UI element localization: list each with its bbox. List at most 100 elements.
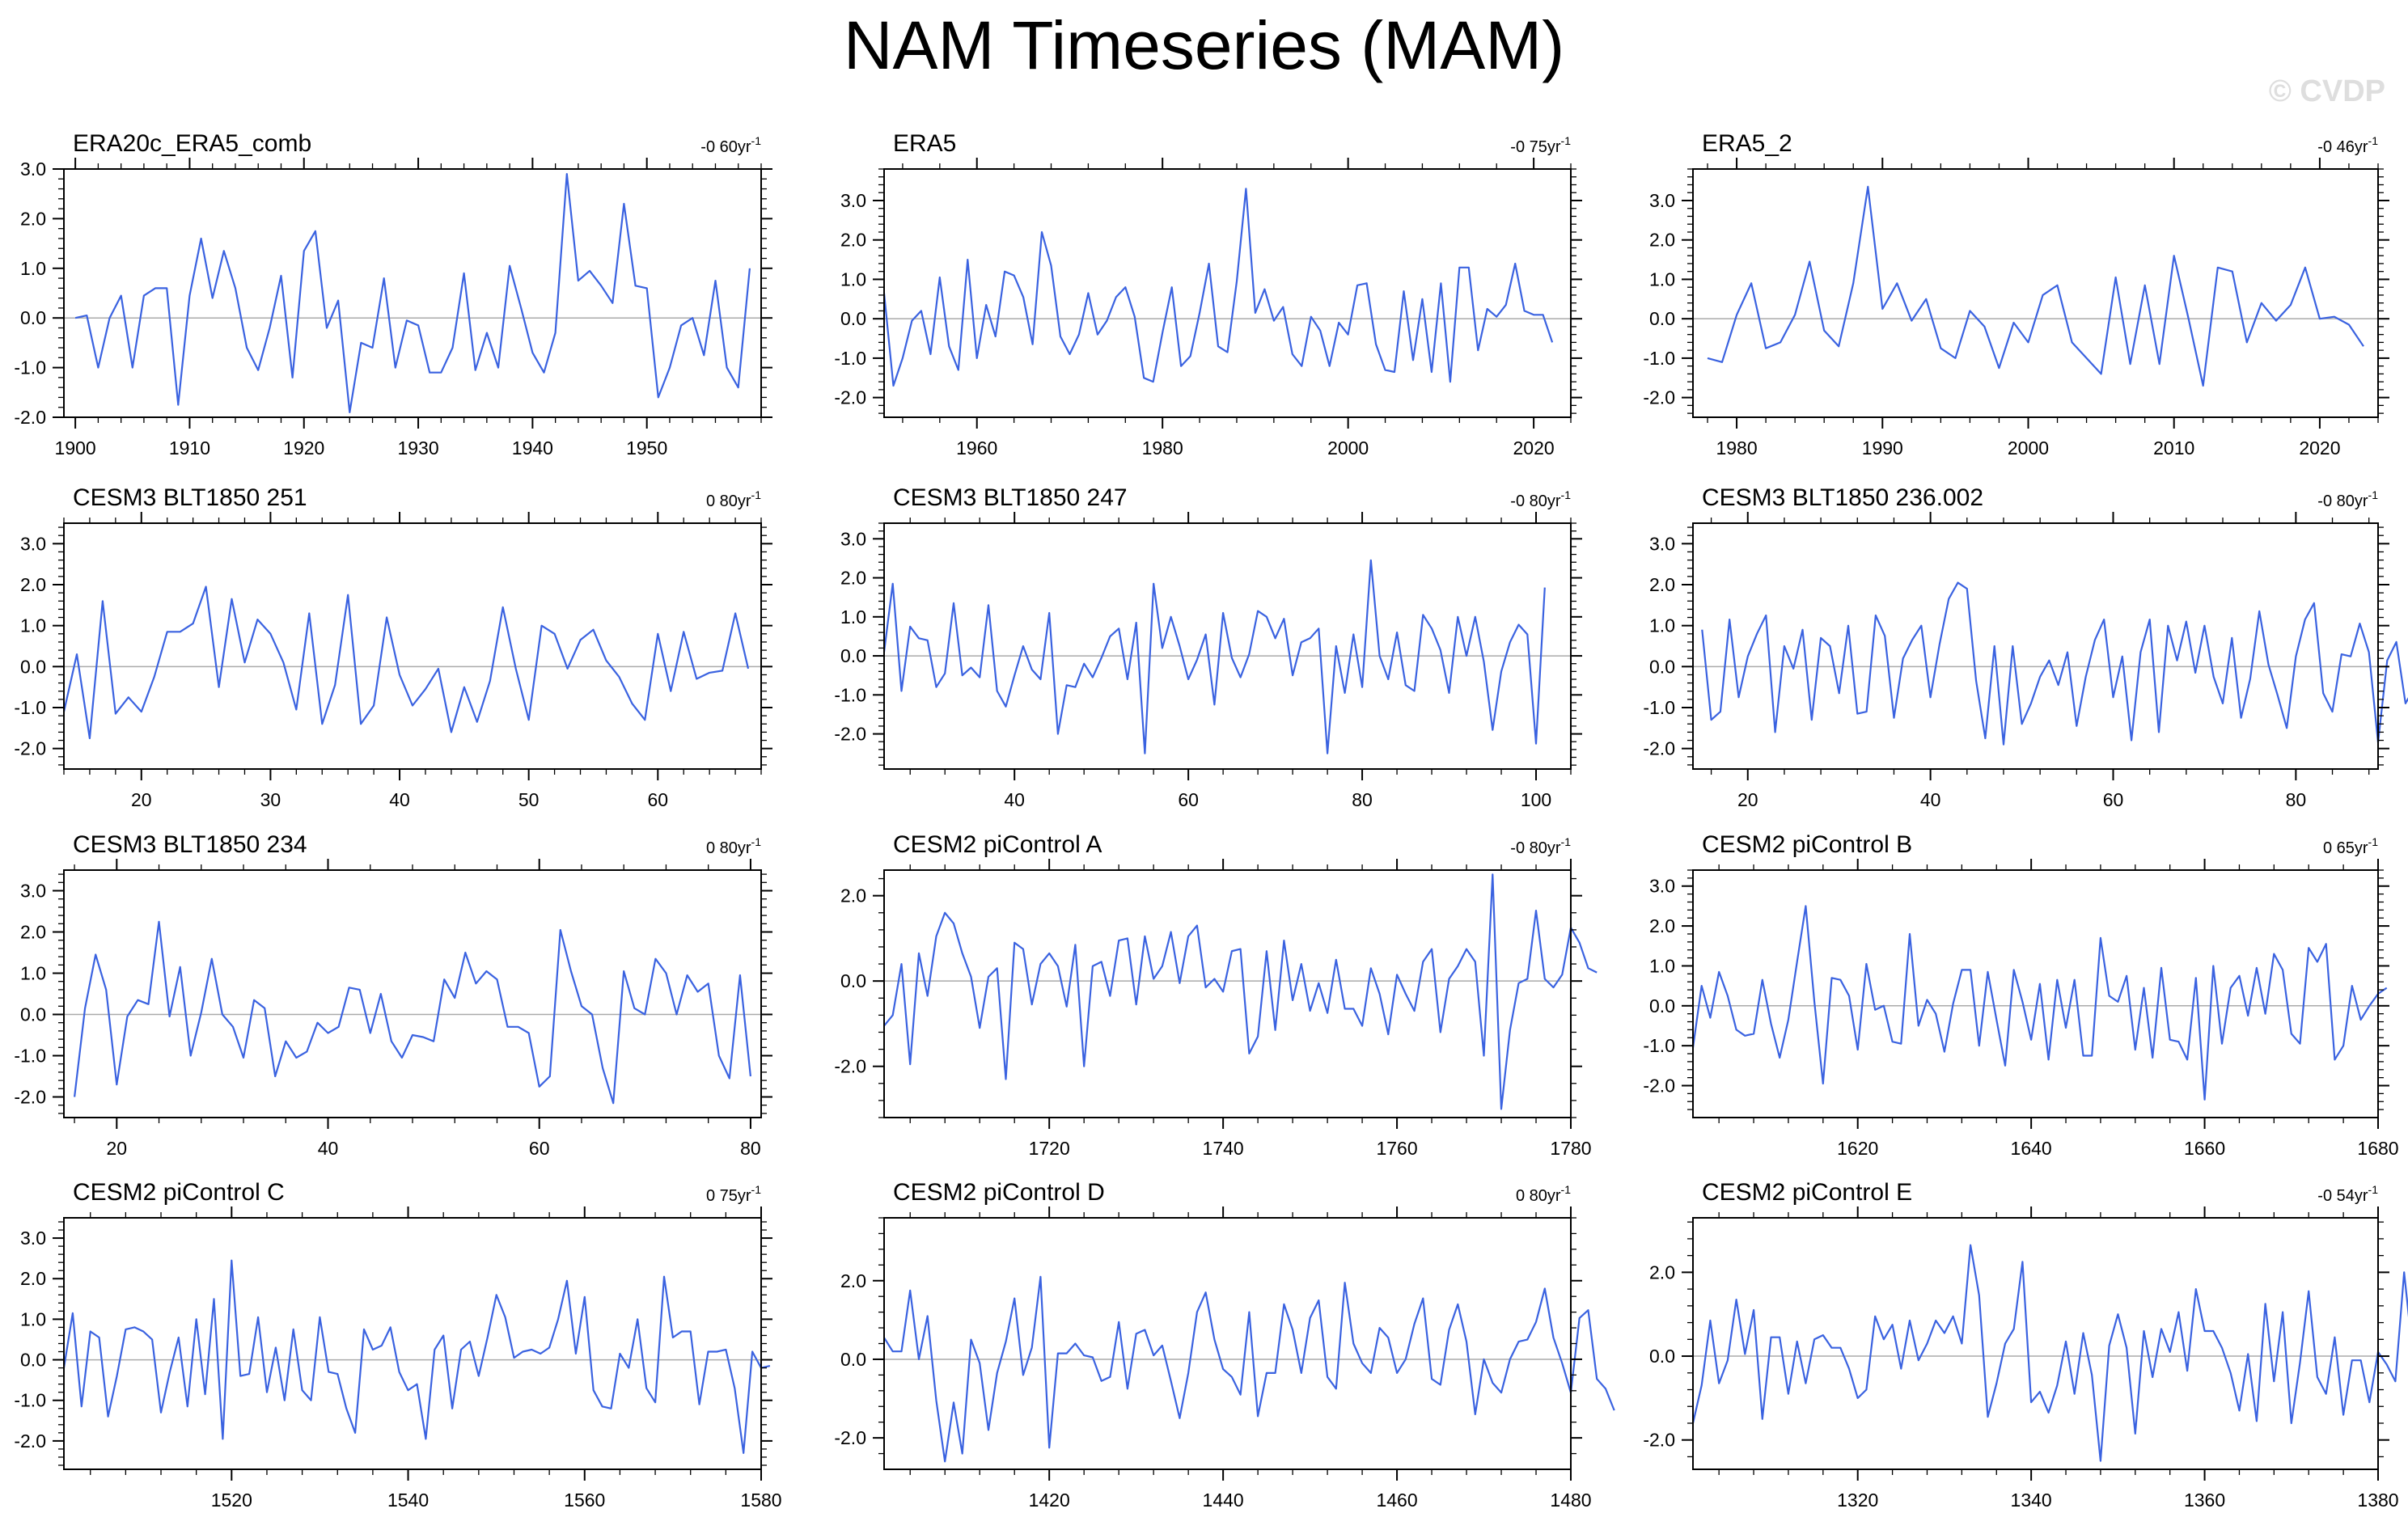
y-tick-label: -2.0 [14, 1087, 46, 1108]
plot-frame [883, 869, 1572, 1118]
chart-title: CESM3 BLT1850 236.002 [1702, 484, 1983, 511]
series-line [1701, 581, 2408, 746]
x-tick-label: 1420 [1029, 1490, 1070, 1511]
x-tick-label: 60 [647, 789, 668, 810]
chart-title: ERA5_2 [1702, 130, 1792, 157]
x-tick-label: 1320 [1837, 1490, 1878, 1511]
chart-title: ERA20c_ERA5_comb [73, 130, 311, 157]
trend-label: -0 75yr-1 [1510, 134, 1571, 156]
y-tick-label: -2.0 [1643, 387, 1675, 408]
x-tick-label: 2020 [1513, 437, 1555, 459]
x-tick-label: 1460 [1376, 1490, 1417, 1511]
y-tick-label: -1.0 [14, 1046, 46, 1067]
chart-panel: ERA5 -0 75yr-1 -2.0 -1.0 0.0 1.0 2.0 3.0 1960 198… [834, 130, 1582, 459]
series-line [1707, 185, 2364, 387]
y-tick-label: 1.0 [1649, 615, 1675, 636]
x-tick-label: 20 [107, 1138, 128, 1159]
y-tick-label: 0.0 [20, 1350, 46, 1371]
y-tick-label: -2.0 [834, 1056, 866, 1077]
x-tick-label: 1480 [1550, 1490, 1591, 1511]
series-line [883, 1275, 1615, 1463]
y-tick-label: 3.0 [1649, 876, 1675, 897]
trend-label: 0 80yr-1 [706, 488, 761, 510]
x-tick-label: 1740 [1203, 1138, 1244, 1159]
y-tick-label: 1.0 [20, 1308, 46, 1329]
trend-label: 0 65yr-1 [2323, 835, 2378, 857]
chart-panel: ERA5_2 -0 46yr-1 -2.0 -1.0 0.0 1.0 2.0 3.0 1980 1… [1643, 130, 2389, 459]
y-tick-label: 2.0 [1649, 574, 1675, 595]
x-tick-label: 2010 [2153, 437, 2194, 459]
y-tick-label: 2.0 [840, 568, 866, 589]
series-line [882, 188, 1554, 387]
x-tick-label: 1760 [1376, 1138, 1417, 1159]
y-tick-label: 2.0 [20, 922, 46, 943]
x-tick-label: 60 [1178, 789, 1199, 810]
trend-label: 0 80yr-1 [1516, 1183, 1571, 1205]
x-tick-label: 80 [2286, 789, 2307, 810]
x-tick-label: 40 [1004, 789, 1025, 810]
y-tick-label: 0.0 [1649, 1346, 1675, 1367]
x-tick-label: 1440 [1203, 1490, 1244, 1511]
series-line [62, 1259, 771, 1455]
y-tick-label: -2.0 [1643, 1430, 1675, 1451]
x-tick-label: 1580 [740, 1490, 781, 1511]
y-tick-label: -1.0 [1643, 697, 1675, 718]
series-line [882, 559, 1546, 754]
x-tick-label: 1340 [2011, 1490, 2052, 1511]
y-tick-label: 2.0 [1649, 915, 1675, 936]
y-tick-label: 1.0 [1649, 955, 1675, 976]
x-tick-label: 40 [318, 1138, 339, 1159]
trend-label: -0 80yr-1 [1510, 835, 1571, 857]
y-tick-label: 2.0 [840, 1270, 866, 1291]
trend-label: -0 80yr-1 [1510, 488, 1571, 510]
y-tick-label: 0.0 [1649, 995, 1675, 1016]
x-tick-label: 80 [740, 1138, 761, 1159]
chart-panel: CESM3 BLT1850 236.002 -0 80yr-1 -2.0 -1.0 0.… [1643, 484, 2408, 810]
y-tick-label: 3.0 [840, 190, 866, 211]
y-tick-label: 1.0 [20, 258, 46, 279]
x-tick-label: 1660 [2184, 1138, 2225, 1159]
y-tick-label: 0.0 [20, 1004, 46, 1025]
y-tick-label: -2.0 [834, 724, 866, 745]
chart-title: CESM2 piControl E [1702, 1179, 1912, 1206]
y-tick-label: -1.0 [14, 697, 46, 718]
chart-title: CESM2 piControl B [1702, 831, 1912, 858]
x-tick-label: 1940 [512, 437, 553, 459]
x-tick-label: 1930 [397, 437, 438, 459]
chart-title: CESM3 BLT1850 234 [73, 831, 307, 858]
x-tick-label: 40 [1920, 789, 1941, 810]
x-tick-label: 50 [518, 789, 540, 810]
y-tick-label: 0.0 [840, 308, 866, 329]
y-tick-label: -1.0 [834, 684, 866, 705]
chart-title: CESM3 BLT1850 251 [73, 484, 307, 511]
y-tick-label: -2.0 [1643, 1075, 1675, 1097]
chart-title: CESM3 BLT1850 247 [893, 484, 1128, 511]
y-tick-label: 1.0 [840, 268, 866, 289]
x-tick-label: 1680 [2357, 1138, 2398, 1159]
x-tick-label: 1950 [626, 437, 667, 459]
y-tick-label: 3.0 [1649, 190, 1675, 211]
y-tick-label: -2.0 [14, 407, 46, 428]
plot-frame [1692, 168, 2379, 418]
y-tick-label: 0.0 [20, 307, 46, 328]
page-title: NAM Timeseries (MAM) [843, 7, 1565, 83]
x-tick-label: 1360 [2184, 1490, 2225, 1511]
series-line [74, 920, 751, 1105]
y-tick-label: -2.0 [834, 1427, 866, 1448]
y-tick-label: 3.0 [840, 528, 866, 549]
plot-frame [1692, 522, 2379, 770]
chart-panel: CESM2 piControl A -0 80yr-1 -2.0 0.0 2.0 1720… [834, 831, 1598, 1159]
y-tick-label: 2.0 [20, 1268, 46, 1289]
x-tick-label: 40 [389, 789, 410, 810]
trend-label: -0 46yr-1 [2317, 134, 2378, 156]
y-tick-label: 2.0 [840, 230, 866, 251]
chart-title: CESM2 piControl A [893, 831, 1102, 858]
y-tick-label: -1.0 [834, 348, 866, 369]
x-tick-label: 100 [1521, 789, 1551, 810]
x-tick-label: 20 [1737, 789, 1758, 810]
y-tick-label: 2.0 [20, 208, 46, 229]
plot-frame [1692, 1217, 2379, 1470]
plot-frame [1692, 869, 2379, 1118]
x-tick-label: 1980 [1716, 437, 1757, 459]
x-tick-label: 2020 [2299, 437, 2340, 459]
